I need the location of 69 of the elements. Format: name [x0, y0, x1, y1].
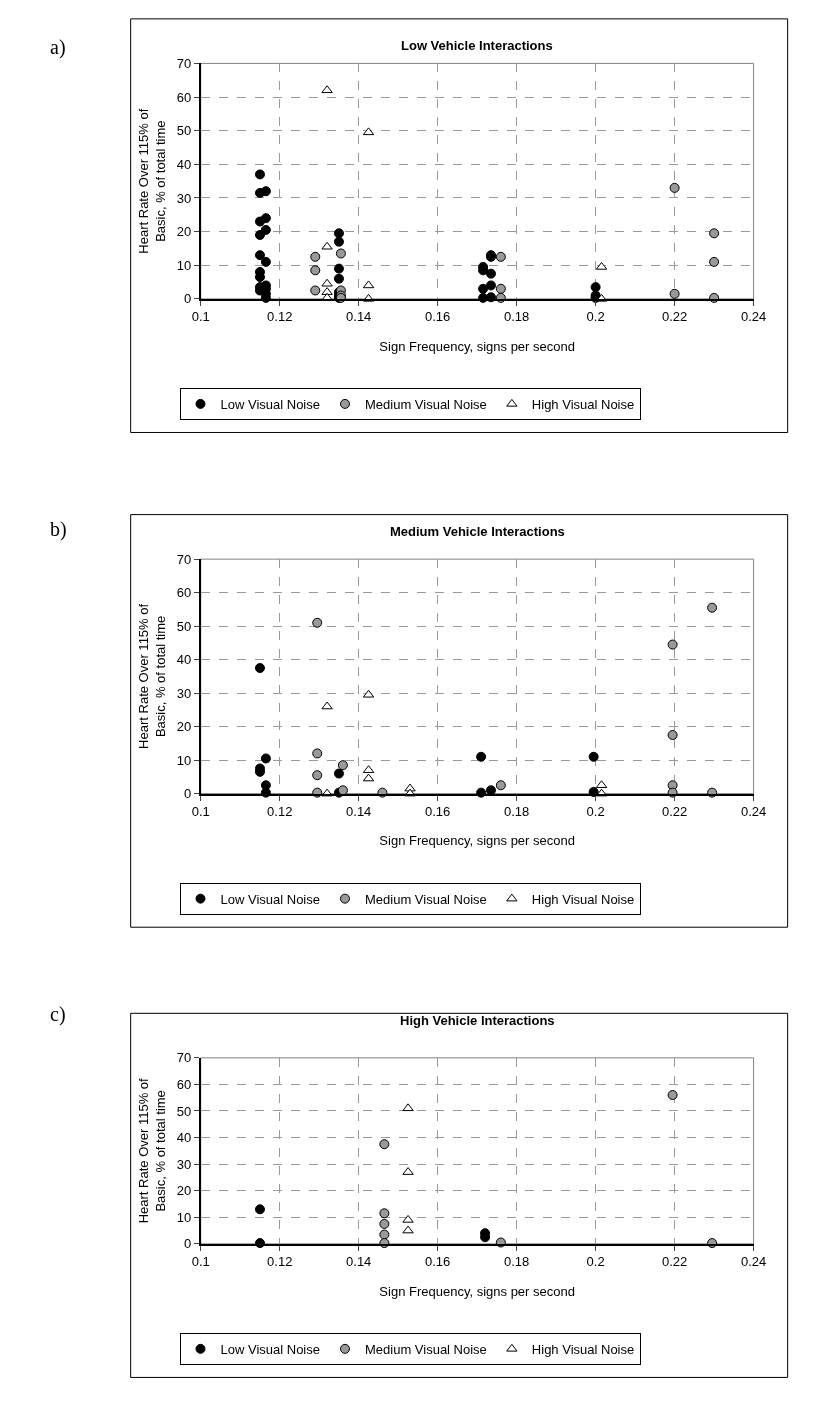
text: c): [50, 1003, 66, 1026]
x-tick-label: 0.22: [661, 804, 688, 820]
legend-label: Medium Visual Noise: [364, 1341, 487, 1357]
x-axis-title: Sign Frequency, signs per second: [379, 1283, 575, 1299]
x-tick-label: 0.1: [191, 804, 210, 820]
x-tick-label: 0.18: [503, 804, 530, 820]
y-tick-label: 70: [176, 551, 192, 567]
x-tick-label: 0.24: [740, 804, 767, 820]
legend-label: High Visual Noise: [531, 396, 635, 412]
y-tick-label: 40: [176, 652, 192, 668]
x-tick-label: 0.22: [661, 309, 688, 325]
legend-label: Medium Visual Noise: [364, 891, 487, 907]
legend-label: High Visual Noise: [531, 1341, 635, 1357]
legend-label: Medium Visual Noise: [364, 396, 487, 412]
y-tick-label: 30: [176, 685, 192, 701]
x-tick-label: 0.2: [586, 309, 605, 325]
x-axis-title: Sign Frequency, signs per second: [379, 833, 575, 849]
legend-label: Low Visual Noise: [220, 396, 320, 412]
y-tick-label: 40: [176, 1130, 192, 1146]
y-tick-label: 40: [176, 156, 192, 172]
y-axis-title: Heart Rate Over 115% of Basic, % of total time: [136, 603, 169, 749]
y-tick-label: 10: [176, 1209, 192, 1225]
x-tick-label: 0.24: [740, 1254, 767, 1270]
y-tick-label: 0: [183, 786, 192, 802]
x-tick-label: 0.2: [586, 1254, 605, 1270]
x-tick-label: 0.14: [346, 1254, 372, 1270]
y-tick-label: 60: [176, 1076, 192, 1092]
x-tick-label: 0.1: [191, 1254, 210, 1270]
y-tick-label: 30: [176, 1156, 192, 1172]
text: a): [50, 36, 66, 59]
x-tick-label: 0.16: [425, 804, 451, 820]
x-tick-label: 0.14: [346, 309, 372, 325]
x-tick-label: 0.18: [503, 309, 530, 325]
y-tick-label: 50: [176, 1103, 192, 1119]
legend-label: Low Visual Noise: [220, 891, 320, 907]
x-tick-label: 0.22: [661, 1254, 688, 1270]
y-tick-label: 50: [176, 123, 192, 139]
x-tick-label: 0.16: [425, 309, 451, 325]
y-axis-title: Heart Rate Over 115% of Basic, % of total time: [136, 1077, 169, 1224]
chart-title: High Vehicle Interactions: [400, 1013, 555, 1028]
x-tick-label: 0.24: [740, 309, 767, 325]
y-tick-label: 70: [176, 1050, 192, 1066]
x-tick-label: 0.1: [191, 309, 210, 325]
x-tick-label: 0.12: [267, 309, 293, 325]
text: b): [50, 518, 67, 541]
x-tick-label: 0.12: [267, 804, 293, 820]
x-tick-label: 0.12: [267, 1254, 293, 1270]
y-tick-label: 20: [176, 719, 192, 735]
y-tick-label: 30: [176, 190, 192, 206]
x-tick-label: 0.2: [586, 804, 605, 820]
x-tick-label: 0.18: [503, 1254, 530, 1270]
y-tick-label: 60: [176, 585, 192, 601]
y-tick-label: 0: [183, 1236, 192, 1252]
chart-title: Medium Vehicle Interactions: [390, 524, 565, 539]
y-tick-label: 10: [176, 752, 192, 768]
x-axis-title: Sign Frequency, signs per second: [379, 338, 575, 354]
legend-label: Low Visual Noise: [220, 1341, 320, 1357]
x-tick-label: 0.14: [346, 804, 372, 820]
legend-label: High Visual Noise: [531, 891, 635, 907]
y-tick-label: 20: [176, 224, 192, 240]
y-tick-label: 10: [176, 257, 192, 273]
y-tick-label: 60: [176, 89, 192, 105]
chart-title: Low Vehicle Interactions: [401, 38, 553, 53]
y-tick-label: 0: [183, 291, 192, 307]
y-axis-title: Heart Rate Over 115% of Basic, % of total time: [136, 108, 169, 254]
x-tick-label: 0.16: [425, 1254, 451, 1270]
y-tick-label: 20: [176, 1183, 192, 1199]
y-tick-label: 50: [176, 618, 192, 634]
y-tick-label: 70: [176, 55, 192, 71]
